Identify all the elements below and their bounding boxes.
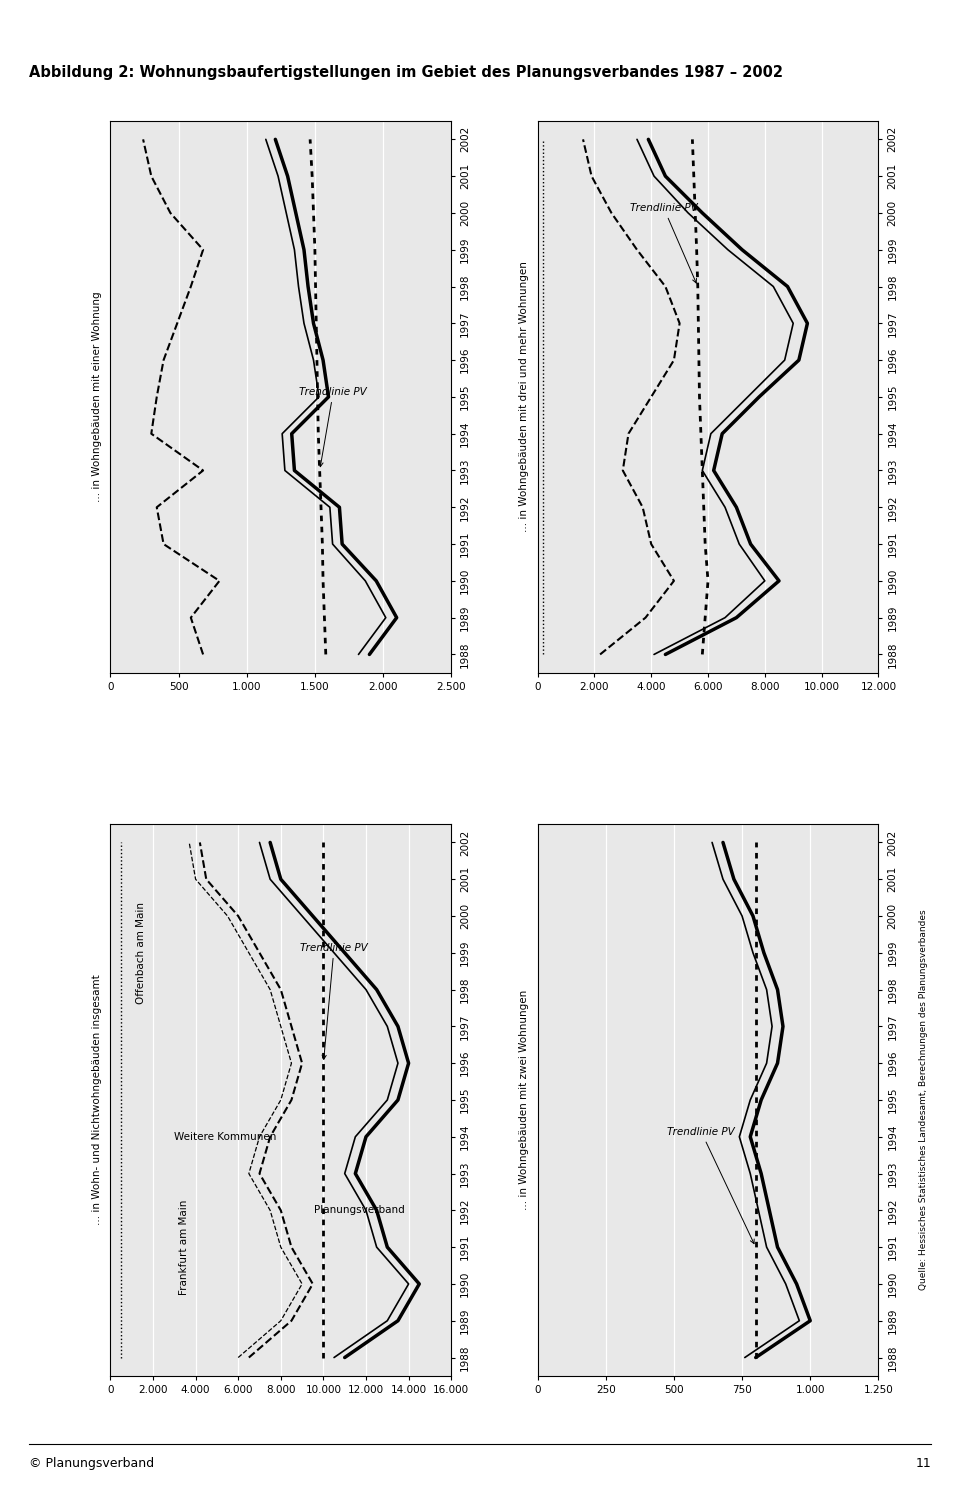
Y-axis label: ... in Wohn- und Nichtwohngebäuden insgesamt: ... in Wohn- und Nichtwohngebäuden insge… — [92, 975, 102, 1225]
Text: Trendlinie PV: Trendlinie PV — [300, 943, 368, 1060]
Text: Frankfurt am Main: Frankfurt am Main — [179, 1199, 188, 1294]
Y-axis label: ... in Wohngebäuden mit zwei Wohnungen: ... in Wohngebäuden mit zwei Wohnungen — [519, 990, 529, 1210]
Text: Quelle: Hessisches Statistisches Landesamt, Berechnungen des Planungsverbandes: Quelle: Hessisches Statistisches Landesa… — [920, 910, 928, 1290]
Text: Trendlinie PV: Trendlinie PV — [667, 1126, 755, 1244]
Text: 11: 11 — [916, 1456, 931, 1470]
Text: Abbildung 2: Wohnungsbaufertigstellungen im Gebiet des Planungsverbandes 1987 – : Abbildung 2: Wohnungsbaufertigstellungen… — [29, 65, 782, 80]
Y-axis label: ... in Wohngebäuden mit einer Wohnung: ... in Wohngebäuden mit einer Wohnung — [92, 292, 102, 502]
Text: Weitere Kommunen: Weitere Kommunen — [174, 1132, 276, 1142]
Text: Trendlinie PV: Trendlinie PV — [300, 387, 367, 467]
Text: Planungsverband: Planungsverband — [314, 1205, 404, 1216]
Text: Offenbach am Main: Offenbach am Main — [136, 901, 146, 1004]
Y-axis label: ... in Wohngebäuden mit drei und mehr Wohnungen: ... in Wohngebäuden mit drei und mehr Wo… — [519, 262, 529, 532]
Text: © Planungsverband: © Planungsverband — [29, 1456, 154, 1470]
Text: Trendlinie PV: Trendlinie PV — [630, 203, 698, 283]
